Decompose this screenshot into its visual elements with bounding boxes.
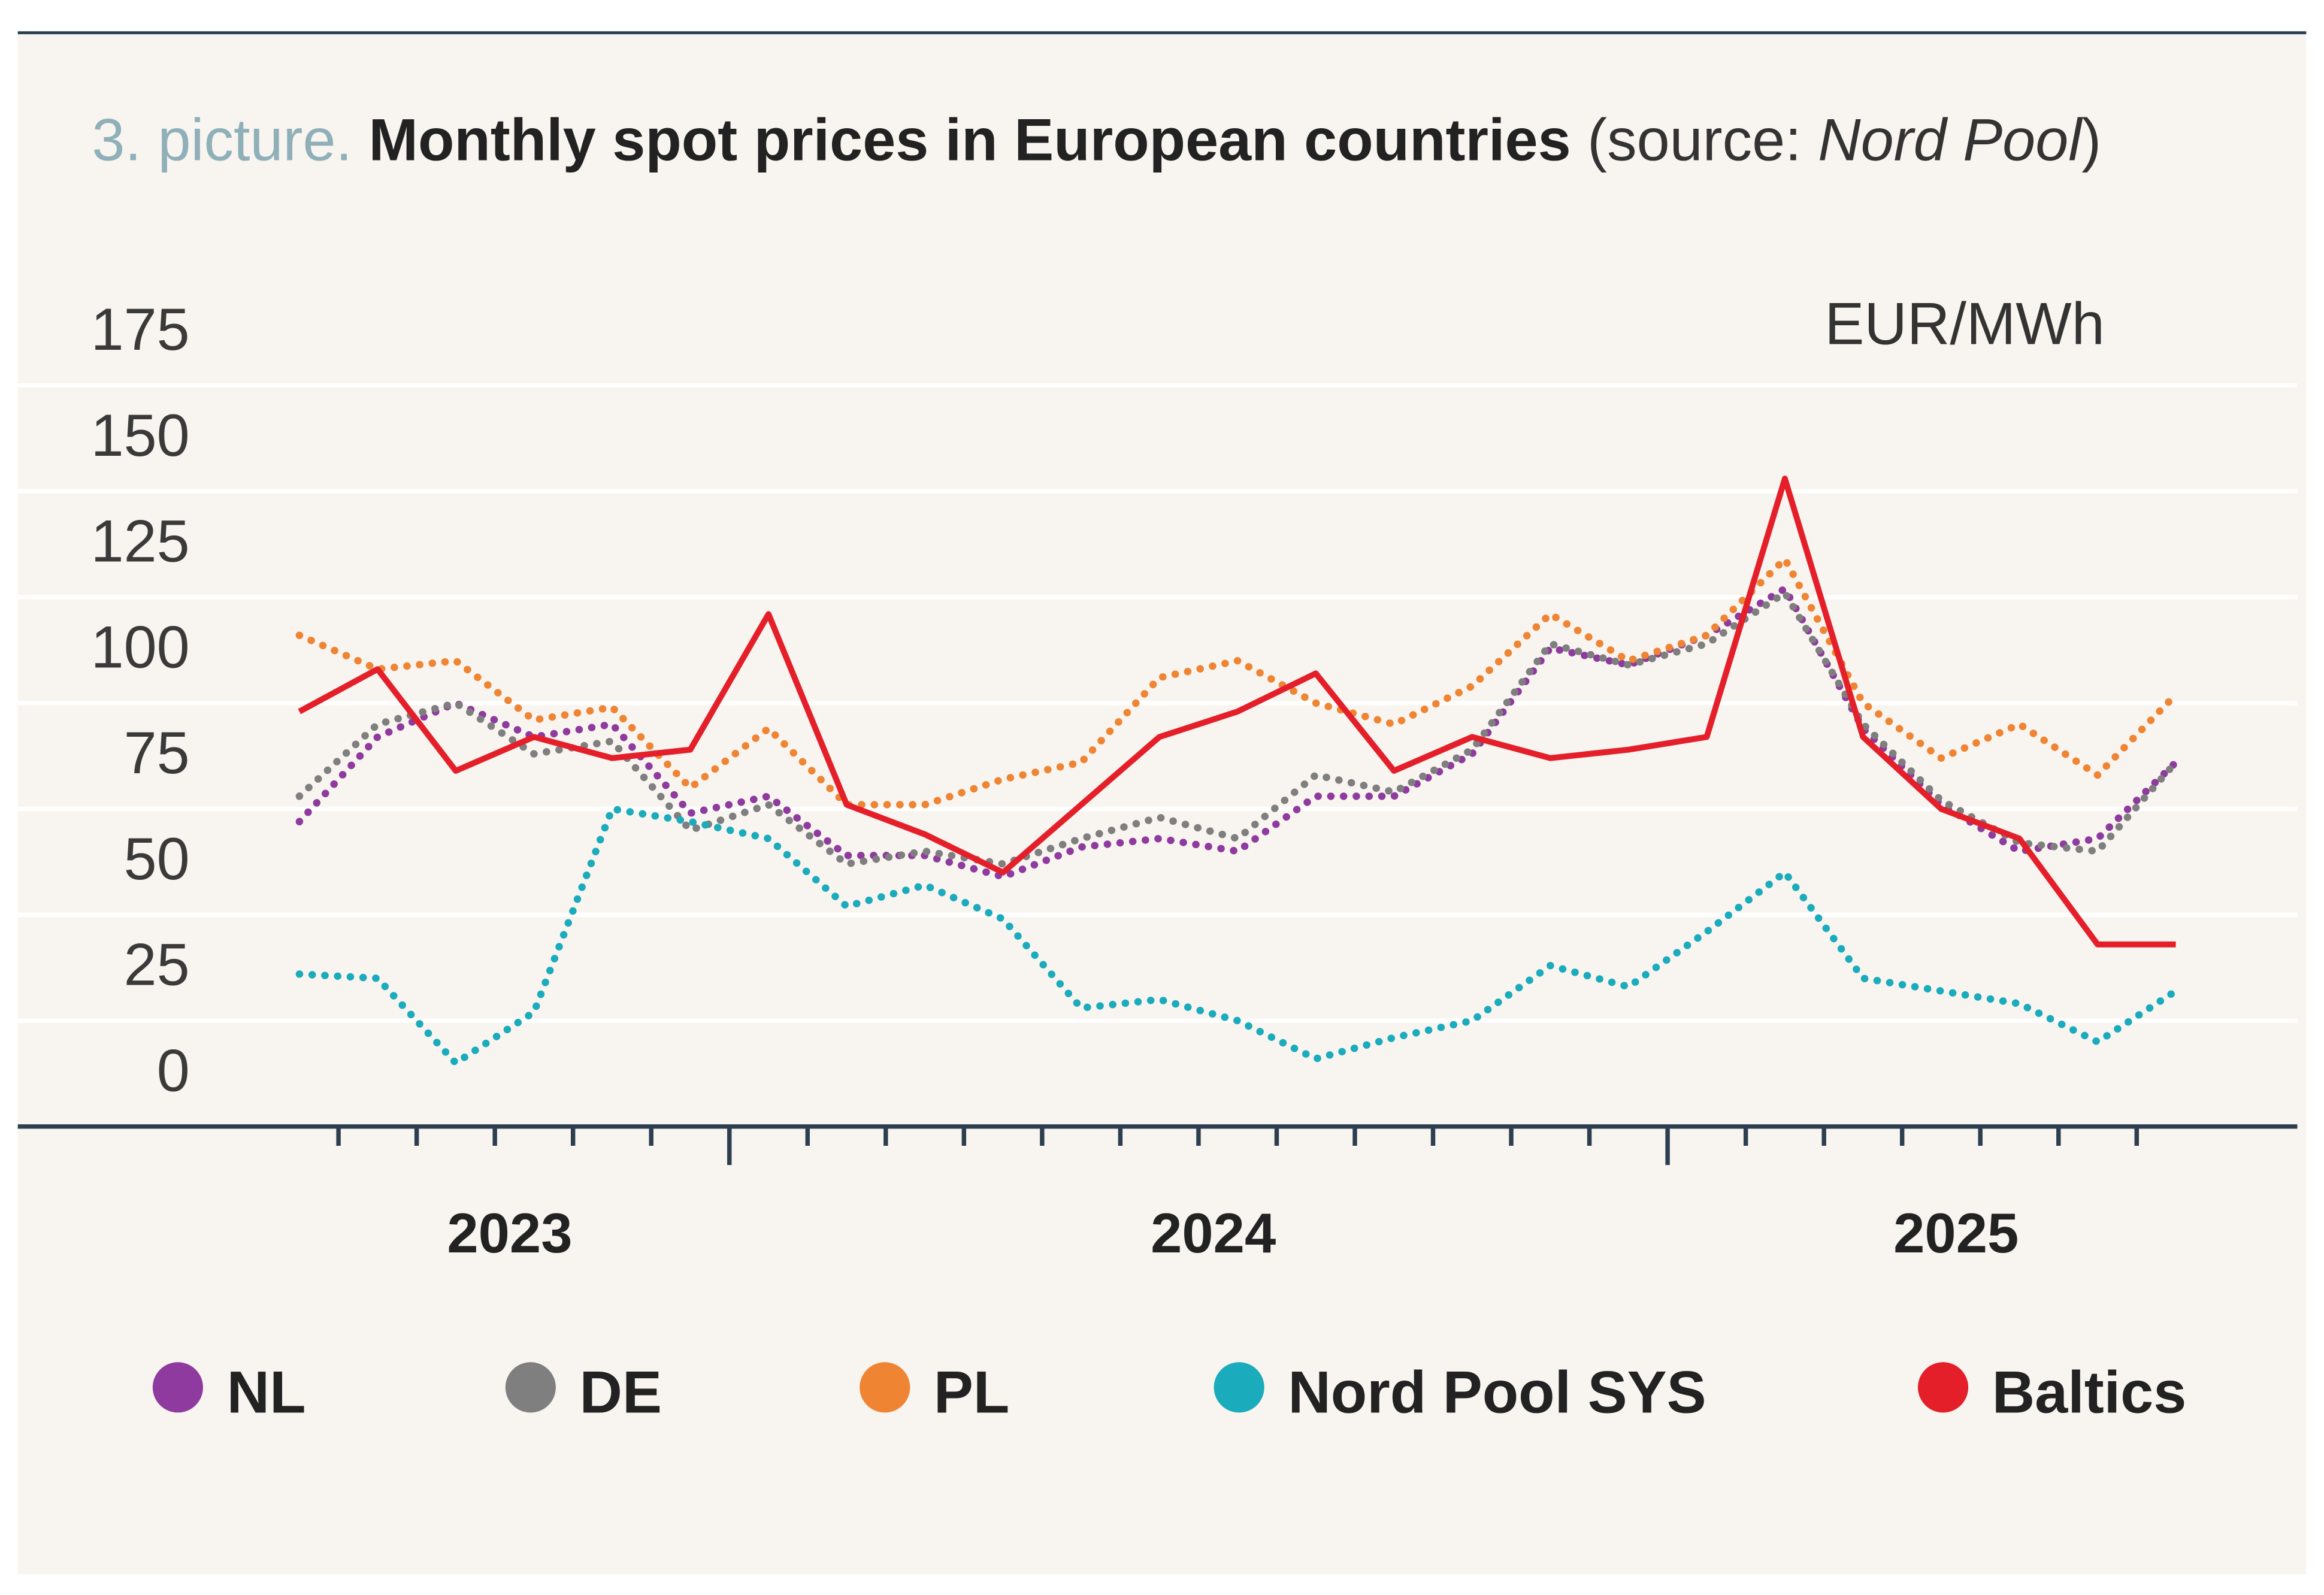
y-tick-label: 125 (91, 508, 190, 574)
x-group-label: 2024 (1151, 1201, 1276, 1264)
y-tick-label: 75 (124, 719, 190, 786)
source-open: (source: (1587, 106, 1818, 172)
series-line (295, 805, 2180, 1067)
x-group-label: 2023 (447, 1201, 572, 1264)
y-tick-label: 175 (91, 296, 190, 362)
legend-label: Nord Pool SYS (1288, 1358, 1706, 1425)
legend-label: DE (580, 1358, 662, 1425)
source-close: ) (2081, 106, 2101, 172)
legend-marker (152, 1362, 204, 1413)
source: Nord Pool (1818, 106, 2083, 172)
chart-title: 3. picture. Monthly spot prices in Europ… (92, 106, 2101, 172)
y-tick-label: 25 (124, 931, 190, 998)
series-line (298, 476, 2176, 948)
y-tick-label: 100 (91, 613, 190, 680)
legend-marker (1214, 1362, 1264, 1413)
title-prefix: 3. picture. (92, 106, 352, 172)
y-tick-label: 0 (157, 1037, 190, 1103)
panel (17, 32, 2307, 1575)
legend-label: PL (934, 1358, 1009, 1425)
legend-marker (860, 1362, 910, 1413)
series-line (295, 555, 2180, 809)
x-group-label: 2025 (1893, 1201, 2019, 1264)
legend-label: Baltics (1992, 1358, 2187, 1425)
series-line (295, 589, 2180, 868)
legend-label: NL (227, 1358, 306, 1425)
y-tick-label: 50 (124, 825, 190, 892)
y-axis-label: EUR/MWh (1824, 290, 2104, 356)
title-main: Monthly spot prices in European countrie… (369, 106, 1571, 172)
legend-marker (1917, 1362, 1969, 1413)
y-tick-label: 150 (91, 402, 190, 468)
legend-marker (505, 1362, 556, 1413)
